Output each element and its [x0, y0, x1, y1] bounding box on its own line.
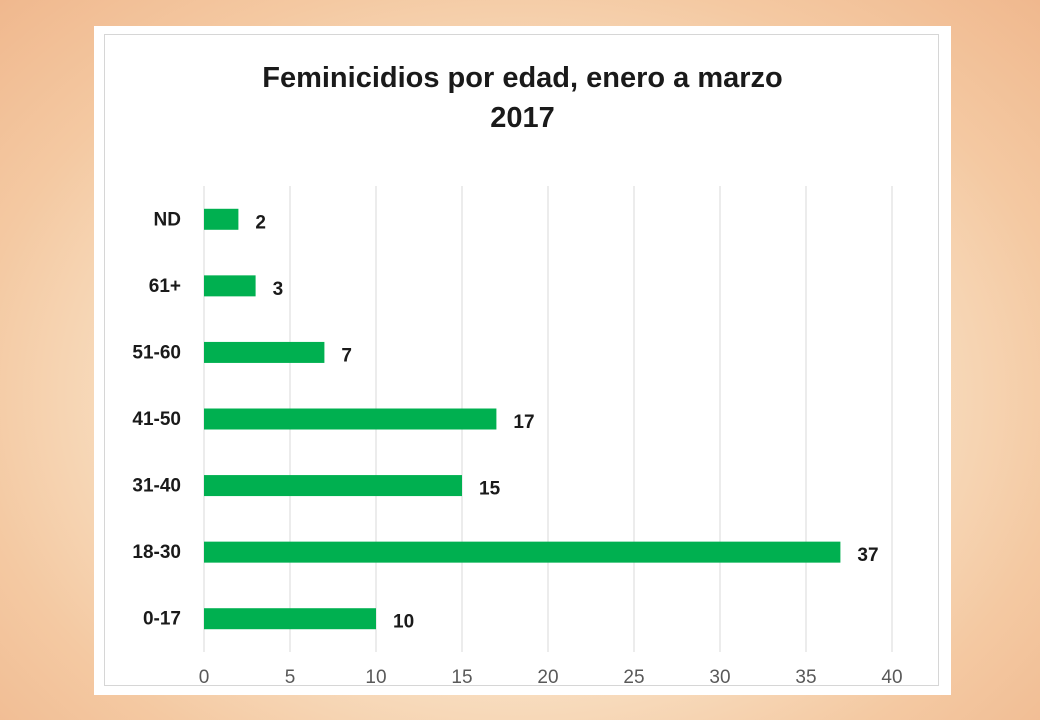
data-label: 37: [857, 545, 878, 566]
x-tick-label: 10: [365, 667, 386, 688]
x-tick-label: 0: [199, 667, 210, 688]
x-tick-label: 5: [285, 667, 296, 688]
category-label: 51-60: [132, 342, 181, 363]
category-label: 18-30: [132, 542, 181, 563]
category-label: 0-17: [143, 609, 181, 630]
x-tick-label: 15: [451, 667, 472, 688]
x-tick-label: 35: [795, 667, 816, 688]
data-label: 3: [273, 279, 284, 300]
bar: [204, 408, 497, 430]
bar: [204, 475, 462, 497]
bar: [204, 608, 376, 630]
data-label: 15: [479, 479, 501, 500]
bar: [204, 275, 256, 297]
bar: [204, 541, 841, 563]
category-label: 41-50: [132, 409, 181, 430]
category-label: 31-40: [132, 476, 181, 497]
data-label: 7: [341, 345, 352, 366]
x-tick-label: 25: [623, 667, 644, 688]
category-label: ND: [154, 209, 181, 230]
chart-title: Feminicidios por edad, enero a marzo 201…: [94, 58, 951, 138]
bar: [204, 208, 239, 230]
data-label: 10: [393, 612, 414, 633]
chart-title-line-1: Feminicidios por edad, enero a marzo: [262, 62, 783, 94]
chart-frame: [104, 34, 939, 686]
data-label: 2: [255, 212, 266, 233]
x-tick-label: 30: [709, 667, 730, 688]
x-tick-label: 20: [537, 667, 558, 688]
x-tick-label: 40: [881, 667, 902, 688]
chart-panel: Feminicidios por edad, enero a marzo 201…: [94, 26, 951, 695]
category-label: 61+: [149, 276, 181, 297]
bar: [204, 341, 325, 363]
chart-title-line-2: 2017: [490, 102, 555, 134]
data-label: 17: [513, 412, 534, 433]
